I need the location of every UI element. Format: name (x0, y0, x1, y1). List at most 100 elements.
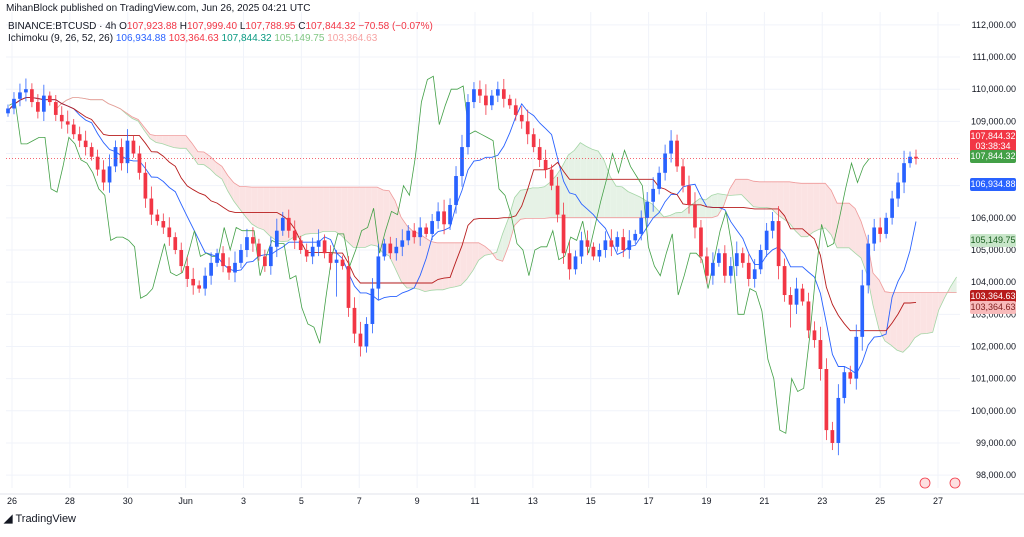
cloud-segment (496, 233, 503, 262)
candle-body (591, 246, 596, 257)
cloud-segment (759, 181, 766, 208)
cloud-segment (186, 135, 192, 156)
candle-body (866, 243, 871, 286)
candle-body (561, 214, 566, 254)
candle-body (137, 153, 142, 173)
low-value: 107,788.95 (245, 21, 296, 32)
candle-body (603, 240, 608, 250)
candle-body (472, 89, 476, 103)
candle-body (113, 147, 118, 167)
cloud-segment (741, 179, 748, 201)
candle-body (191, 278, 196, 286)
conversion-line-value: 106,934.88 (115, 33, 166, 44)
candle-body (878, 227, 883, 234)
candle-body (687, 185, 691, 205)
cloud-segment (610, 176, 617, 218)
cloud-segment (239, 186, 246, 217)
candle-body (699, 227, 703, 257)
chart-markers (6, 158, 961, 489)
candle-body (722, 253, 727, 276)
cloud-segment (174, 135, 181, 149)
candle-body (484, 95, 488, 106)
cloud-segment (323, 187, 330, 232)
candle-body (860, 285, 865, 337)
candle-body (902, 163, 906, 183)
cloud-segment (466, 242, 473, 280)
candle-body (442, 211, 446, 225)
cloud-segment (508, 197, 515, 246)
cloud-segment (353, 187, 360, 248)
cloud-segment (634, 194, 641, 218)
candle-body (161, 221, 166, 228)
cloud-segment (191, 143, 198, 165)
candle-body (746, 262, 751, 279)
price-tick: 109,000.00 (971, 116, 1016, 126)
candle-body (490, 95, 494, 106)
candle-body (131, 140, 136, 154)
time-axis[interactable]: 26 28 30 Jun 3 5 7 9 11 13 15 17 19 21 23 25 27 (7, 496, 943, 506)
candle-body (734, 253, 739, 267)
cloud-segment (269, 187, 276, 241)
cloud-segment (580, 142, 587, 218)
cloud-segment (950, 276, 957, 293)
cloud-segment (305, 187, 312, 235)
cloud-segment (162, 135, 169, 146)
price-tick: 101,000.00 (971, 374, 1016, 384)
candle-body (597, 250, 602, 257)
candle-body (274, 230, 279, 247)
price-axis[interactable]: 112,000.00 111,000.00 110,000.00 109,000.00… (971, 20, 1016, 480)
candle-body (221, 253, 225, 267)
indicator-legend[interactable]: Ichimoku (9, 26, 52, 26) 106,934.88 103,… (8, 33, 377, 44)
candle-body (806, 301, 811, 331)
cloud-segment (831, 190, 838, 248)
candle-body (657, 172, 661, 189)
candle-body (352, 307, 357, 334)
candle-body (818, 340, 823, 369)
cloud-segment (371, 187, 378, 247)
cloud-segment (197, 151, 204, 165)
close-label: C (298, 21, 306, 32)
cloud-segment (365, 187, 372, 248)
candle-body (316, 240, 321, 247)
cloud-segment (156, 135, 163, 144)
candle-body (770, 221, 775, 231)
candle-body (872, 227, 877, 244)
candle-body (848, 372, 853, 379)
candle-body (752, 269, 757, 279)
cloud-segment (150, 134, 157, 143)
cloud-segment (413, 231, 419, 290)
candle-body (663, 153, 667, 173)
candle-body (812, 330, 817, 341)
candle-body (89, 147, 94, 157)
base-line-value: 103,364.63 (168, 33, 219, 44)
cloud-segment (819, 183, 826, 230)
candle-body (639, 217, 644, 234)
tradingview-logo[interactable]: ◢ TradingView (4, 512, 76, 526)
candle-body (555, 185, 560, 215)
candle-body (531, 134, 536, 148)
candle-body (478, 89, 482, 96)
cloud-segment (538, 186, 545, 219)
candle-body (179, 250, 184, 267)
cloud-segment (837, 203, 844, 248)
symbol-legend[interactable]: BINANCE:BTCUSD · 4h O107,923.88 H107,999… (8, 21, 433, 32)
time-tick: 21 (759, 496, 769, 506)
cloud-segment (227, 175, 234, 202)
price-tick: 111,000.00 (972, 52, 1016, 62)
candle-body (394, 246, 399, 254)
candle-body (794, 288, 799, 305)
candle-body (693, 204, 697, 228)
time-tick: 13 (528, 496, 538, 506)
candle-body (167, 227, 172, 238)
cloud-segment (872, 273, 879, 330)
open-value: 107,923.88 (126, 21, 177, 32)
candle-body (215, 253, 219, 263)
price-tick: 103,000.00 (971, 309, 1016, 319)
candle-body (609, 240, 614, 247)
cloud-segment (747, 179, 754, 207)
candle-body (197, 285, 202, 289)
candle-body (36, 102, 40, 112)
candle-body (173, 237, 178, 250)
